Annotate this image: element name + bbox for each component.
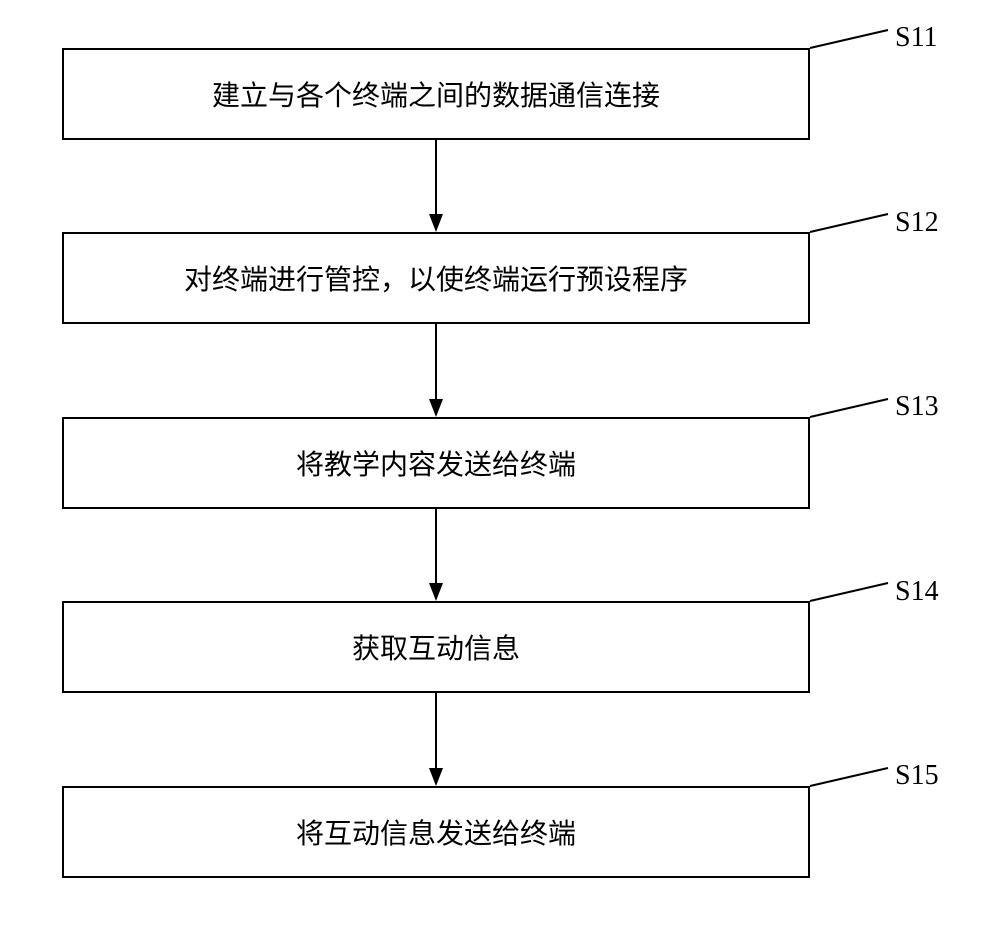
step-label-s12: S12 [895, 207, 939, 239]
flow-arrow-head [429, 768, 443, 786]
leader-line [810, 30, 888, 48]
leader-line [810, 583, 888, 601]
flowchart-node-s13: 将教学内容发送给终端 [62, 417, 810, 509]
step-label-s14: S14 [895, 576, 939, 608]
flowchart-node-s12: 对终端进行管控，以使终端运行预设程序 [62, 232, 810, 324]
step-label-s15: S15 [895, 760, 939, 792]
flowchart-node-s11: 建立与各个终端之间的数据通信连接 [62, 48, 810, 140]
leader-line [810, 768, 888, 786]
flowchart-canvas: 建立与各个终端之间的数据通信连接 对终端进行管控，以使终端运行预设程序 将教学内… [0, 0, 990, 939]
flowchart-node-s15: 将互动信息发送给终端 [62, 786, 810, 878]
flow-arrow-head [429, 399, 443, 417]
flowchart-node-s14: 获取互动信息 [62, 601, 810, 693]
step-label-s13: S13 [895, 391, 939, 423]
flow-arrow-head [429, 214, 443, 232]
flow-arrow-head [429, 583, 443, 601]
leader-line [810, 214, 888, 232]
leader-line [810, 399, 888, 417]
step-label-s11: S11 [895, 22, 938, 54]
